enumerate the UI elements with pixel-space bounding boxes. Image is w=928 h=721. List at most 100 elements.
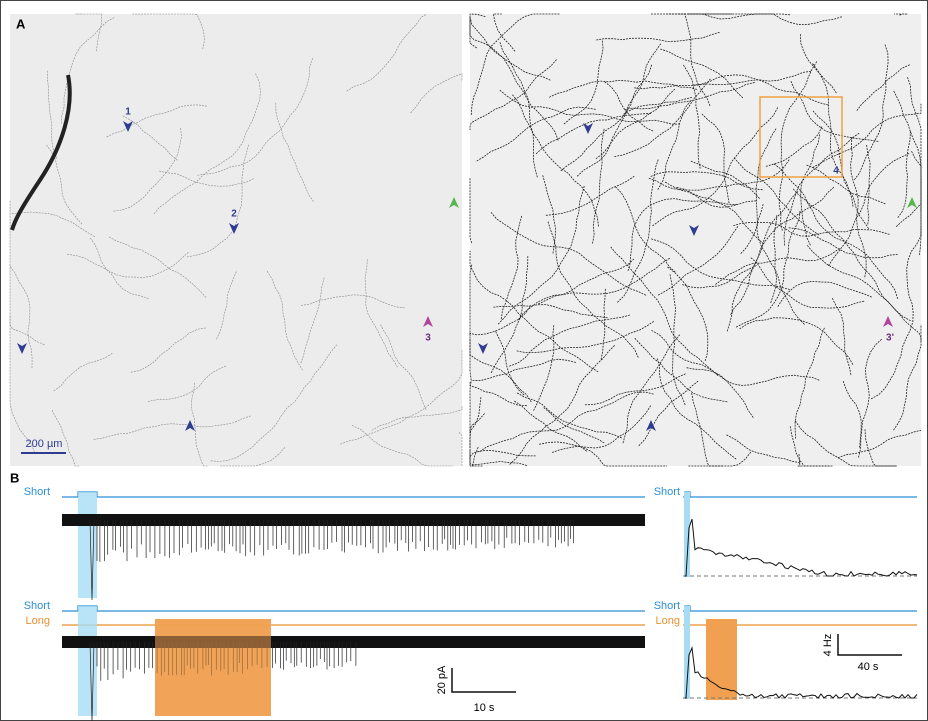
neurite (594, 88, 676, 160)
neurite (623, 82, 755, 111)
neurite (666, 13, 711, 107)
neurite (853, 44, 889, 181)
scale-bar (837, 634, 902, 656)
neurite (729, 191, 799, 316)
trace-noise (62, 514, 645, 526)
stim-box (706, 619, 737, 700)
neurite (726, 434, 802, 464)
neurite (191, 382, 209, 467)
neurite (471, 358, 576, 382)
panel-label: B (10, 470, 19, 485)
neurite (617, 158, 659, 303)
stimulus-label: Long (656, 615, 680, 627)
arrowhead (689, 225, 699, 236)
stimulus-label: Short (24, 486, 50, 498)
stim-box (78, 492, 97, 598)
neurite (543, 407, 606, 444)
trace-noise (62, 636, 645, 648)
neurite (9, 265, 45, 345)
neurite (469, 450, 536, 462)
neurite (107, 236, 207, 298)
neurite (691, 74, 829, 106)
neurite (490, 212, 648, 297)
arrowhead (229, 223, 239, 234)
neurite (410, 73, 463, 114)
neurite (549, 79, 699, 98)
neurite (788, 227, 899, 259)
neurite (649, 171, 763, 191)
neurite (469, 338, 532, 403)
stimulus-label: Long (26, 615, 50, 627)
rate-curve (685, 518, 918, 577)
arrowhead (423, 316, 433, 327)
neurite (770, 215, 778, 304)
neurite (544, 175, 635, 216)
stim-box (155, 619, 271, 716)
neurite (132, 13, 205, 50)
neurite (739, 128, 777, 255)
neurite (209, 344, 338, 462)
neurite (216, 270, 238, 340)
neurite (547, 220, 639, 358)
neurite (864, 429, 897, 467)
neurite (517, 257, 671, 321)
neurite (892, 89, 922, 227)
neurite (542, 175, 556, 255)
neurite (159, 170, 255, 187)
neurite (196, 58, 313, 176)
neurite (812, 63, 870, 230)
neurite (75, 13, 103, 52)
neurite (689, 160, 760, 199)
neurite (828, 152, 911, 267)
neurite (850, 136, 867, 279)
arrowhead (646, 420, 656, 431)
scale-bar (451, 668, 516, 693)
neurite (364, 259, 399, 369)
neurite (866, 145, 871, 226)
marker-label: 4 (833, 166, 839, 177)
marker-label: 1 (125, 107, 131, 118)
neurite (896, 131, 911, 219)
neurite (756, 203, 805, 325)
neurite (650, 238, 790, 290)
neurite (340, 349, 463, 445)
neurite (516, 392, 623, 439)
scale-label: 20 pA (436, 665, 448, 694)
neurite (499, 89, 682, 125)
stimulus-label: Short (24, 600, 50, 612)
neurite (220, 447, 286, 467)
neurite (511, 93, 599, 227)
neurite (509, 344, 616, 465)
neurite (469, 382, 527, 407)
neurite (685, 367, 754, 418)
scale-bar-label: 200 µm (26, 438, 63, 450)
neurite (858, 338, 883, 458)
neurite (346, 13, 427, 92)
neurite (469, 450, 528, 466)
neurite (800, 34, 838, 95)
neurite (61, 17, 115, 125)
neurite (634, 337, 729, 403)
neurite (470, 13, 560, 115)
neurite (563, 39, 604, 125)
neurite (894, 13, 908, 16)
stimulus-label: Short (654, 486, 680, 498)
neurite (550, 405, 652, 454)
neurite (739, 317, 854, 366)
neurite (592, 127, 605, 244)
neurite (656, 357, 737, 460)
neurite (514, 400, 588, 453)
neurite (53, 352, 114, 392)
stim-box (684, 492, 690, 577)
neurite (812, 103, 922, 168)
neurite (89, 237, 149, 299)
stimulus-label: Short (654, 600, 680, 612)
neurite (669, 273, 686, 406)
arrowhead (123, 121, 133, 132)
neurite (837, 429, 922, 459)
neurite (469, 16, 551, 81)
neurite (351, 425, 453, 467)
scale-label: 4 Hz (822, 634, 834, 657)
stim-box (78, 606, 97, 716)
neurite (893, 324, 922, 431)
